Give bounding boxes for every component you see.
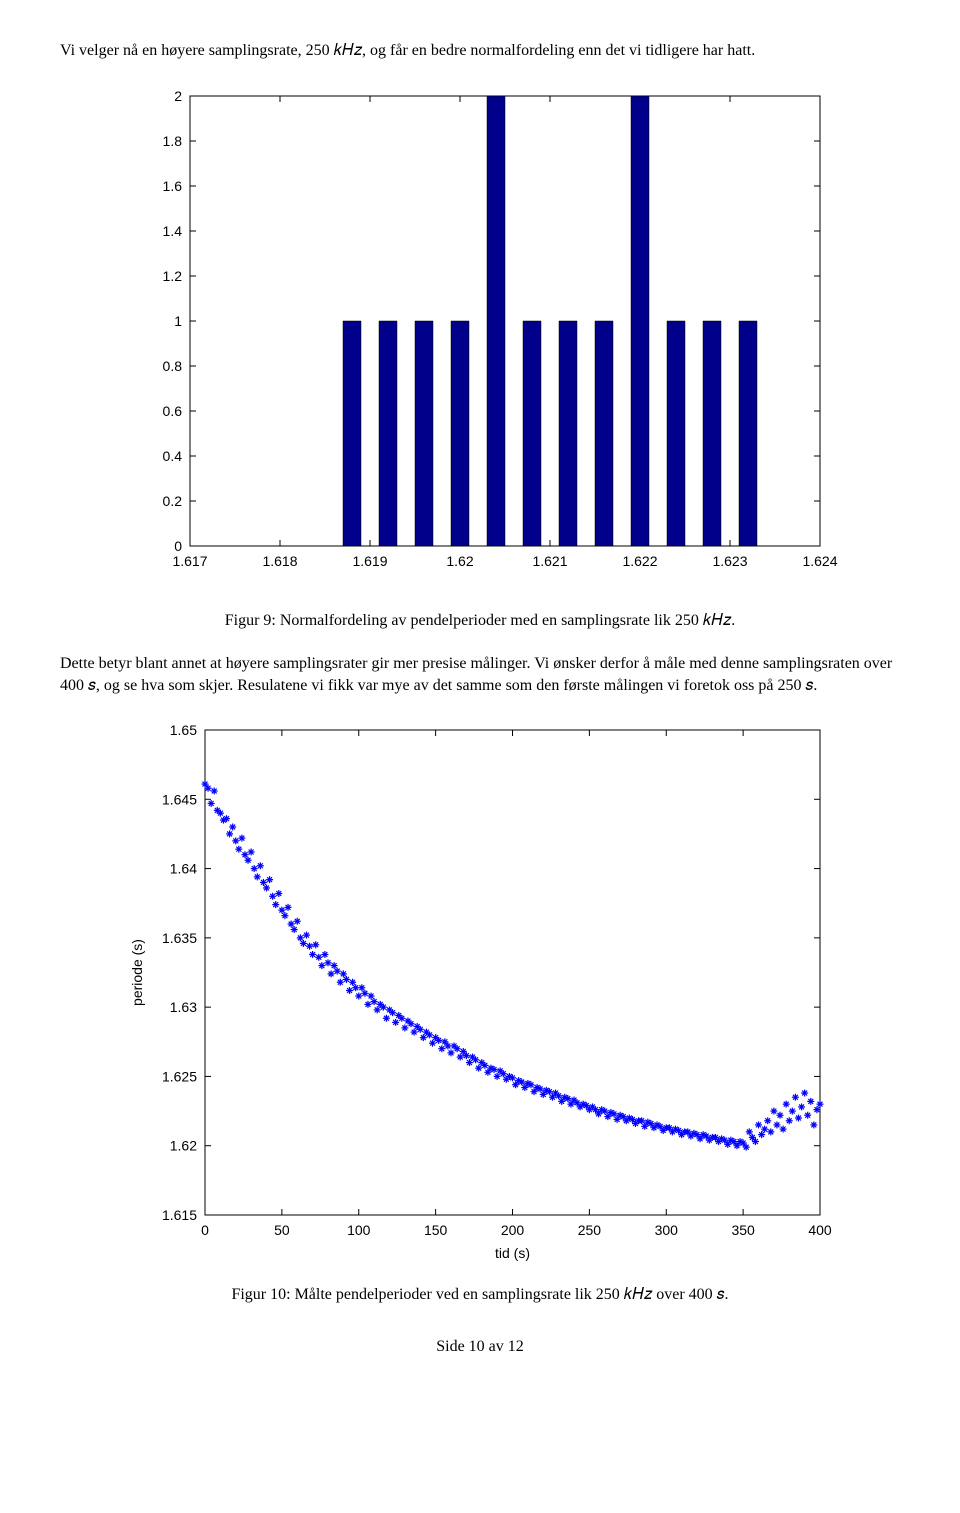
svg-text:1.624: 1.624	[802, 553, 837, 569]
svg-text:0.6: 0.6	[163, 403, 183, 419]
svg-text:350: 350	[731, 1222, 755, 1238]
svg-text:400: 400	[808, 1222, 832, 1238]
svg-text:0: 0	[201, 1222, 209, 1238]
svg-text:50: 50	[274, 1222, 290, 1238]
svg-text:1.63: 1.63	[170, 1000, 197, 1016]
svg-text:0.2: 0.2	[163, 493, 183, 509]
svg-text:1.62: 1.62	[446, 553, 473, 569]
figure-9-caption: Figur 9: Normalfordeling av pendelperiod…	[60, 610, 900, 632]
svg-text:1.2: 1.2	[163, 268, 183, 284]
svg-text:1.645: 1.645	[162, 792, 197, 808]
svg-text:1: 1	[174, 313, 182, 329]
svg-text:1.617: 1.617	[172, 553, 207, 569]
svg-text:1.8: 1.8	[163, 133, 183, 149]
svg-text:1.619: 1.619	[352, 553, 387, 569]
svg-text:1.615: 1.615	[162, 1207, 197, 1223]
svg-text:1.623: 1.623	[712, 553, 747, 569]
figure-10: 1.615 1.62 1.625 1.63 1.635 1.64 1.645 1.65 0 50 1…	[120, 710, 840, 1270]
figure-9: 0 0.2 0.4 0.6 0.8 1 1.2 1.4 1.6 1.8 2 1.617 1.618 1.6…	[120, 76, 840, 596]
svg-text:0.4: 0.4	[163, 448, 183, 464]
svg-text:100: 100	[347, 1222, 371, 1238]
svg-text:0.8: 0.8	[163, 358, 183, 374]
svg-text:0: 0	[174, 538, 182, 554]
svg-text:periode (s): periode (s)	[129, 939, 145, 1006]
figure-10-caption: Figur 10: Målte pendelperioder ved en sa…	[60, 1284, 900, 1306]
svg-text:1.6: 1.6	[163, 178, 183, 194]
svg-text:1.62: 1.62	[170, 1138, 197, 1154]
svg-text:1.618: 1.618	[262, 553, 297, 569]
svg-text:250: 250	[578, 1222, 602, 1238]
mid-paragraph: Dette betyr blant annet at høyere sampli…	[60, 653, 900, 696]
svg-text:1.4: 1.4	[163, 223, 183, 239]
svg-text:tid (s): tid (s)	[495, 1245, 530, 1261]
svg-text:1.635: 1.635	[162, 930, 197, 946]
intro-paragraph: Vi velger nå en høyere samplingsrate, 25…	[60, 40, 900, 62]
svg-text:1.625: 1.625	[162, 1069, 197, 1085]
svg-text:1.64: 1.64	[170, 861, 197, 877]
svg-text:150: 150	[424, 1222, 448, 1238]
svg-text:1.621: 1.621	[532, 553, 567, 569]
svg-text:300: 300	[655, 1222, 679, 1238]
svg-text:1.622: 1.622	[622, 553, 657, 569]
svg-text:200: 200	[501, 1222, 525, 1238]
svg-text:2: 2	[174, 88, 182, 104]
svg-text:1.65: 1.65	[170, 722, 197, 738]
page-footer: Side 10 av 12	[60, 1336, 900, 1358]
